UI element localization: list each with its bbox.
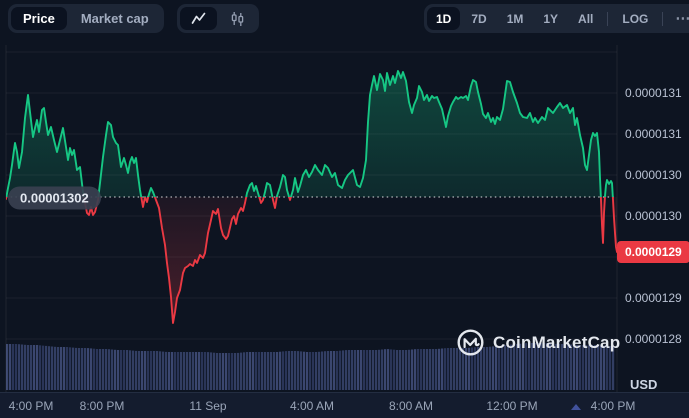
range-selector: 1D 7D 1M 1Y All LOG ⋯ <box>424 4 689 33</box>
currency-unit-label: USD <box>630 377 658 392</box>
separator <box>607 11 609 26</box>
y-axis-label: 0.0000131 <box>625 127 682 141</box>
y-axis-label: 0.0000129 <box>625 291 682 305</box>
separator <box>662 11 664 26</box>
more-options-button[interactable]: ⋯ <box>668 7 689 30</box>
x-axis-label: 12:00 PM <box>486 399 538 413</box>
y-axis-label: 0.0000130 <box>625 168 682 182</box>
x-axis-label: 4:00 AM <box>289 399 335 413</box>
log-scale-button[interactable]: LOG <box>613 7 657 30</box>
tab-price[interactable]: Price <box>11 7 67 30</box>
range-1m[interactable]: 1M <box>498 7 533 30</box>
y-axis-label: 0.0000130 <box>625 209 682 223</box>
metric-toggle: Price Market cap <box>8 4 164 33</box>
y-axis-label: 0.0000131 <box>625 86 682 100</box>
y-axis-label: 0.0000128 <box>625 332 682 346</box>
pan-marker-icon <box>571 404 581 410</box>
x-axis-label: 8:00 PM <box>79 399 125 413</box>
range-7d[interactable]: 7D <box>462 7 495 30</box>
chart-type-toggle <box>177 4 259 33</box>
candlestick-button[interactable] <box>219 7 256 30</box>
baseline-price-label: 0.00001302 <box>8 186 101 210</box>
line-chart-button[interactable] <box>180 7 217 30</box>
x-axis-label: 11 Sep <box>189 399 227 413</box>
range-1y[interactable]: 1Y <box>534 7 567 30</box>
range-all[interactable]: All <box>569 7 602 30</box>
x-axis-label: 8:00 AM <box>388 399 434 413</box>
x-axis-label: 4:00 PM <box>590 399 636 413</box>
x-axis: 4:00 PM 8:00 PM 11 Sep 4:00 AM 8:00 AM 12:00 … <box>0 392 689 418</box>
line-chart-icon <box>191 12 206 24</box>
range-1d[interactable]: 1D <box>427 7 461 30</box>
tab-market-cap[interactable]: Market cap <box>69 7 161 30</box>
candlestick-icon <box>231 11 244 26</box>
x-axis-label: 4:00 PM <box>8 399 54 413</box>
last-price-badge: 0.0000129 <box>617 241 689 263</box>
